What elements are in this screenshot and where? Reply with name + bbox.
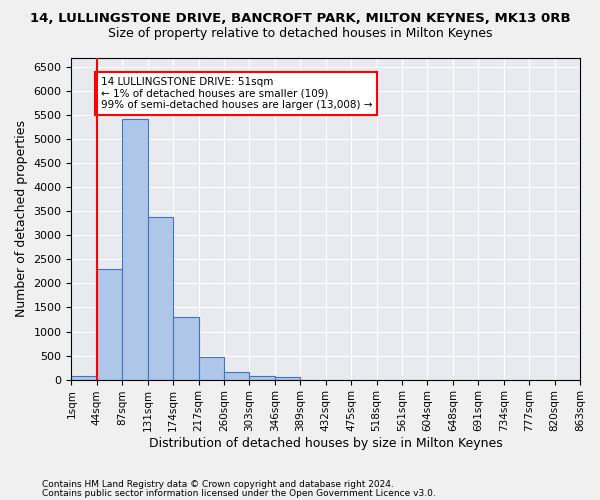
Text: 14, LULLINGSTONE DRIVE, BANCROFT PARK, MILTON KEYNES, MK13 0RB: 14, LULLINGSTONE DRIVE, BANCROFT PARK, M… [29, 12, 571, 26]
Bar [224, 372, 250, 380]
Bar [173, 316, 199, 380]
Bar [122, 119, 148, 380]
Text: Contains public sector information licensed under the Open Government Licence v3: Contains public sector information licen… [42, 488, 436, 498]
Text: Size of property relative to detached houses in Milton Keynes: Size of property relative to detached ho… [108, 28, 492, 40]
Text: 14 LULLINGSTONE DRIVE: 51sqm
← 1% of detached houses are smaller (109)
99% of se: 14 LULLINGSTONE DRIVE: 51sqm ← 1% of det… [101, 76, 372, 110]
Bar [71, 376, 97, 380]
X-axis label: Distribution of detached houses by size in Milton Keynes: Distribution of detached houses by size … [149, 437, 503, 450]
Bar [275, 377, 300, 380]
Bar [97, 269, 122, 380]
Bar [250, 376, 275, 380]
Y-axis label: Number of detached properties: Number of detached properties [15, 120, 28, 317]
Text: Contains HM Land Registry data © Crown copyright and database right 2024.: Contains HM Land Registry data © Crown c… [42, 480, 394, 489]
Bar [148, 217, 173, 380]
Bar [199, 357, 224, 380]
